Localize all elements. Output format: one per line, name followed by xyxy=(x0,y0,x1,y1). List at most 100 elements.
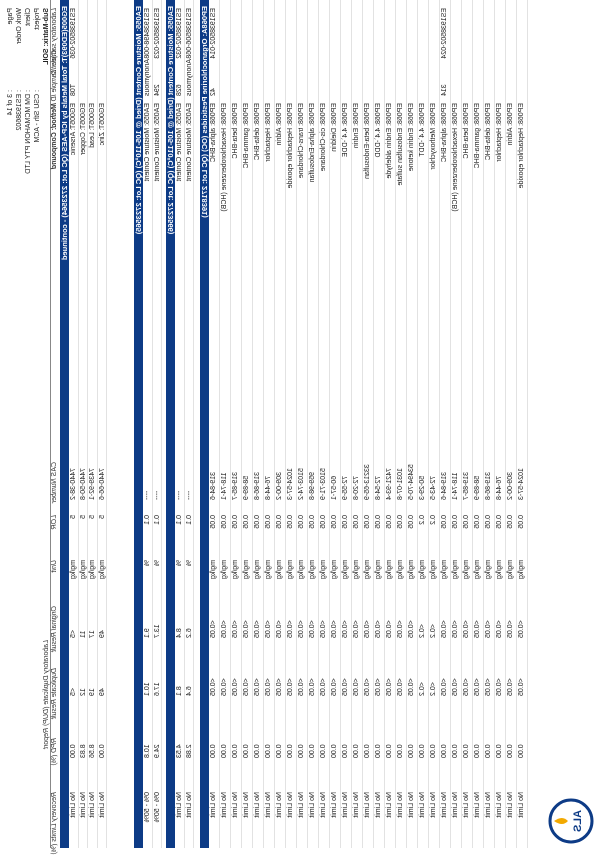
original-result: 6.2 xyxy=(185,628,193,638)
original-result: <0.05 xyxy=(485,620,492,638)
lab-sample-id: ES1938506-068 xyxy=(185,8,193,59)
logo-ring xyxy=(548,798,594,844)
client-sample-id: T08 xyxy=(70,83,77,96)
duplicate-result: 10.1 xyxy=(144,682,151,696)
method: EP068: 4.4`-DDE xyxy=(342,103,349,158)
method: EG005T: Zinc xyxy=(98,103,106,146)
original-result: <0.05 xyxy=(474,620,481,638)
rpd: 0.00 xyxy=(496,744,503,758)
col-unit: Unit xyxy=(51,560,58,573)
method: EP068: Endrin xyxy=(353,103,360,149)
cas-number: 72-55-9 xyxy=(342,475,349,500)
client-sample-id: Anonymous xyxy=(185,59,193,96)
table-row: ES1938498-008 Anonymous EA055: Moisture Co… xyxy=(143,0,153,848)
original-result: 49 xyxy=(98,630,106,638)
recovery-limits: No Limit xyxy=(375,792,382,818)
recovery-limits: No Limit xyxy=(397,792,404,818)
client-sample-id: 294 xyxy=(153,84,161,96)
original-result: <0.05 xyxy=(364,620,371,638)
table-row: EP068: cis-Chlordane 5103-71-9 0.05 mg/kg <0… xyxy=(319,0,330,848)
original-result: <0.05 xyxy=(342,620,349,638)
recovery-limits: No Limit xyxy=(79,792,87,818)
rpd: 0.00 xyxy=(232,744,239,758)
lor: 0.05 xyxy=(518,515,525,529)
recovery-limits: No Limit xyxy=(254,792,261,818)
table-row: EP068: delta-BHC 319-86-8 0.05 mg/kg <0.05 <0… xyxy=(484,0,495,848)
lor: 0.2 xyxy=(430,515,437,525)
unit: mg/kg xyxy=(89,560,96,580)
original-result: 8.4 xyxy=(176,628,183,638)
duplicate-result: <0.05 xyxy=(287,678,294,696)
lab-sample-id: ES1938498-008 xyxy=(144,8,151,59)
rpd: 0.00 xyxy=(265,744,272,758)
method: EA055: Moisture Content xyxy=(185,103,193,182)
unit: % xyxy=(144,560,151,567)
duplicate-result: <0.05 xyxy=(397,678,404,696)
recovery-limits: No Limit xyxy=(232,792,239,818)
rpd: 2.88 xyxy=(185,744,193,758)
unit: mg/kg xyxy=(331,560,338,580)
col-lor: LOR xyxy=(51,515,58,530)
cas-number: 309-00-2 xyxy=(276,471,283,500)
method: EP068: Heptachlor epoxide xyxy=(287,103,294,189)
lor: 0.05 xyxy=(342,515,349,529)
unit: mg/kg xyxy=(254,560,261,580)
duplicate-result: <0.05 xyxy=(221,678,228,696)
cas-number: 60-57-1 xyxy=(331,475,338,500)
page-value: : 3 of 14 xyxy=(7,90,14,116)
lor: 0.05 xyxy=(386,515,393,529)
client-label: Client xyxy=(25,8,32,26)
original-result: <0.05 xyxy=(463,620,470,638)
lor: 0.05 xyxy=(210,515,217,529)
recovery-limits: No Limit xyxy=(265,792,272,818)
lor: 0.05 xyxy=(441,515,448,529)
method: EG005T: Lead xyxy=(89,103,96,148)
duplicate-result: 17.6 xyxy=(153,682,161,696)
lor: 0.05 xyxy=(287,515,294,529)
duplicate-result: 12 xyxy=(79,688,87,696)
table-row: EP068: Heptachlor epoxide 1024-57-3 0.05 mg… xyxy=(517,0,528,848)
recovery-limits: 0% - 50% xyxy=(153,792,161,823)
unit: mg/kg xyxy=(210,560,217,580)
table-row: EP068: Hexachlorobenzene (HCB) 118-74-1 0.… xyxy=(451,0,462,848)
cas-number: 319-85-7 xyxy=(232,471,239,500)
cas-number: 319-84-6 xyxy=(210,471,217,500)
work-order-value: : ES1938602 xyxy=(16,90,23,131)
client-sample-id: Anonymous xyxy=(144,59,151,96)
table-row: EP068: Methoxychlor 72-43-5 0.2 mg/kg <0.2 <0… xyxy=(429,0,440,848)
rpd: 0.00 xyxy=(320,744,327,758)
recovery-limits: No Limit xyxy=(430,792,437,818)
method: EP068: Hexachlorobenzene (HCB) xyxy=(221,103,228,212)
col-duplicate: Duplicate Result xyxy=(51,668,58,719)
original-result: <0.05 xyxy=(309,620,316,638)
lor: 0.1 xyxy=(176,515,183,525)
original-result: 13.7 xyxy=(153,624,161,638)
method: EP068: delta-BHC xyxy=(485,103,492,161)
lor: 0.05 xyxy=(463,515,470,529)
method: EP068: Hexachlorobenzene (HCB) xyxy=(452,103,459,212)
cas-number: 309-00-2 xyxy=(507,471,514,500)
table-row: EP068: 4.4`-DDD 72-54-8 0.05 mg/kg <0.05 <0.0… xyxy=(374,0,385,848)
duplicate-result: <0.2 xyxy=(430,682,437,696)
lab-sample-id: ES1938502-024 xyxy=(441,8,448,59)
recovery-limits: No Limit xyxy=(474,792,481,818)
rpd: 0.00 xyxy=(298,744,305,758)
table-row: EP068: delta-BHC 319-86-8 0.05 mg/kg <0.05 <0… xyxy=(253,0,264,848)
lor: 0.05 xyxy=(232,515,239,529)
lor: 5 xyxy=(79,515,87,519)
method: EA055: Moisture Content xyxy=(144,103,151,182)
duplicate-result: <0.05 xyxy=(474,678,481,696)
method: EP068: alpha-BHC xyxy=(441,103,448,163)
cas-number: 118-74-1 xyxy=(452,472,459,500)
table-row: EP068: Heptachlor 76-44-8 0.05 mg/kg <0.05 <0… xyxy=(264,0,275,848)
method: EP068: gamma-BHC xyxy=(243,103,250,169)
client-sample-id: 628 xyxy=(176,84,183,96)
unit: mg/kg xyxy=(452,560,459,580)
col-cas: CAS Number xyxy=(51,462,58,504)
recovery-limits: No Limit xyxy=(386,792,393,818)
unit: mg/kg xyxy=(474,560,481,580)
cas-number: 76-44-8 xyxy=(265,475,272,500)
recovery-limits: No Limit xyxy=(70,792,77,818)
cas-number: 72-43-5 xyxy=(430,475,437,500)
original-result: <0.05 xyxy=(496,620,503,638)
